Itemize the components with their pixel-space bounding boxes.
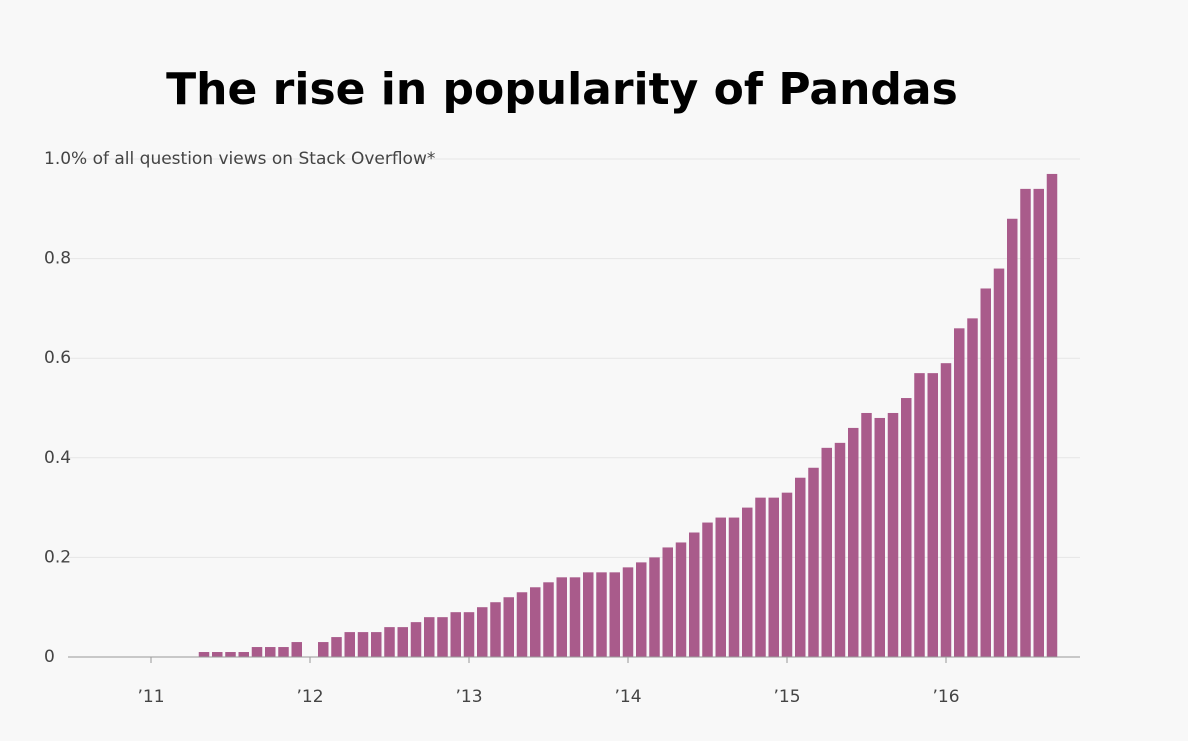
bar: [344, 632, 355, 657]
bar: [1046, 173, 1058, 657]
x-tick-label: ’11: [137, 687, 164, 707]
bar: [662, 547, 673, 657]
bar: [503, 597, 514, 657]
bar: [808, 467, 819, 657]
bar: [689, 532, 700, 657]
bar: [530, 587, 541, 657]
bar: [596, 572, 607, 657]
bar: [318, 642, 329, 657]
bar: [569, 577, 581, 657]
bar: [265, 647, 276, 657]
bar: [636, 562, 647, 657]
y-tick-label: 0.6: [44, 348, 71, 368]
bar: [384, 627, 395, 657]
bar: [702, 522, 713, 657]
bar: [901, 398, 912, 657]
bar: [291, 642, 302, 657]
bar: [477, 607, 488, 657]
x-tick-label: ’15: [773, 687, 800, 707]
x-tick-label: ’13: [455, 687, 482, 707]
bar: [940, 363, 952, 657]
bar: [728, 517, 740, 657]
chart-title: The rise in popularity of Pandas: [166, 64, 958, 115]
bar: [1007, 218, 1018, 657]
bar: [742, 507, 753, 657]
bar: [927, 373, 938, 657]
bar: [993, 268, 1005, 657]
bar: [357, 632, 369, 657]
bar: [914, 373, 925, 657]
bar: [543, 582, 554, 657]
bar: [198, 652, 210, 657]
bar: [967, 318, 978, 657]
bar: [424, 617, 435, 657]
bar: [371, 632, 382, 657]
bar: [874, 417, 885, 657]
bar: [516, 592, 528, 657]
y-tick-label: 0.2: [44, 547, 71, 567]
bar: [410, 622, 422, 657]
bar: [821, 447, 832, 657]
bar: [887, 412, 899, 657]
y-tick-label: 1.0% of all question views on Stack Over…: [44, 149, 435, 169]
x-tick-label: ’14: [614, 687, 641, 707]
bar: [781, 492, 793, 657]
bar: [278, 647, 289, 657]
bar: [1020, 188, 1031, 657]
bar: [675, 542, 687, 657]
bar: [238, 652, 249, 657]
bar: [1033, 188, 1044, 657]
bar: [954, 328, 965, 657]
bar: [622, 567, 634, 657]
bar: [768, 497, 779, 657]
y-tick-label: 0.4: [44, 448, 71, 468]
bar: [331, 637, 342, 657]
bar: [583, 572, 594, 657]
bar: [980, 288, 991, 657]
x-tick-label: ’16: [932, 687, 959, 707]
bar: [463, 612, 475, 657]
bar: [715, 517, 726, 657]
x-tick-label: ’12: [296, 687, 323, 707]
bar: [437, 617, 448, 657]
y-tick-label: 0.8: [44, 249, 71, 269]
bar: [450, 612, 461, 657]
bar: [834, 442, 846, 657]
bar: [848, 427, 859, 657]
bar: [251, 647, 263, 657]
bar: [609, 572, 620, 657]
bar: [212, 652, 223, 657]
bar: [649, 557, 660, 657]
bar: [795, 477, 806, 657]
bar: [225, 652, 236, 657]
bar: [556, 577, 567, 657]
bar: [397, 627, 408, 657]
y-tick-label: 0: [44, 647, 55, 667]
bar: [755, 497, 766, 657]
bar: [490, 602, 501, 657]
bar: [861, 412, 872, 657]
